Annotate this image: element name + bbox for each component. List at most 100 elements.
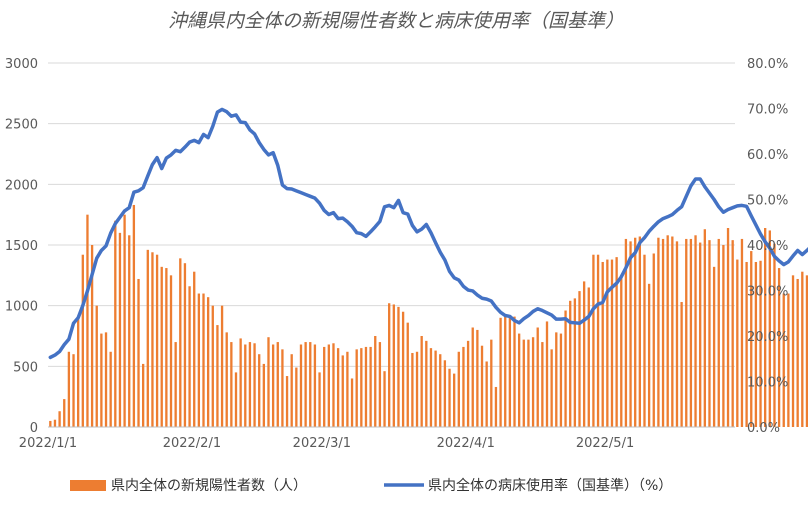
bar <box>369 346 372 427</box>
x-tick-label: 2022/5/1 <box>576 436 634 451</box>
bar <box>383 371 386 427</box>
bar <box>624 238 628 427</box>
bar <box>782 293 785 427</box>
right-y-tick-label: 30.0% <box>747 285 788 300</box>
bar <box>522 339 525 427</box>
bar <box>104 332 108 427</box>
left-y-tick-label: 3000 <box>5 57 38 72</box>
right-y-tick-label: 70.0% <box>747 103 788 118</box>
bar <box>499 317 502 427</box>
bar <box>615 257 618 427</box>
left-y-tick-label: 1500 <box>5 239 38 254</box>
bar <box>555 332 558 427</box>
bar <box>545 321 549 427</box>
bar <box>564 310 567 427</box>
bar <box>109 351 112 427</box>
bar <box>699 242 702 427</box>
bar <box>731 240 734 427</box>
bar <box>155 254 159 427</box>
bar <box>128 235 131 427</box>
bar <box>745 261 748 427</box>
bar <box>485 361 488 427</box>
bar <box>582 281 586 427</box>
bar <box>295 367 298 427</box>
bar <box>671 236 674 427</box>
bar <box>290 354 293 427</box>
bar <box>188 286 191 427</box>
bar <box>448 368 451 427</box>
bar <box>601 261 604 427</box>
bar <box>67 351 71 427</box>
bar <box>773 243 776 427</box>
bar <box>453 373 456 427</box>
bar <box>768 230 771 427</box>
bar <box>151 252 154 427</box>
bar <box>95 305 98 427</box>
bar <box>360 348 363 427</box>
bar-series <box>49 204 808 427</box>
bar <box>253 343 256 427</box>
bar <box>791 275 795 427</box>
bar <box>401 311 405 427</box>
bar <box>801 271 804 427</box>
x-tick-label: 2022/1/1 <box>19 436 77 451</box>
left-y-tick-label: 0 <box>30 421 38 436</box>
bar <box>211 305 214 427</box>
bar <box>53 419 57 427</box>
bar <box>230 342 233 427</box>
bar <box>327 344 330 427</box>
bar <box>197 293 201 427</box>
bar <box>406 322 409 427</box>
bar <box>439 354 442 427</box>
bar <box>620 275 623 427</box>
bar <box>647 283 651 427</box>
bar <box>141 363 145 427</box>
bar <box>100 333 103 427</box>
bar <box>643 254 646 427</box>
bar <box>63 399 66 427</box>
bar <box>248 342 252 427</box>
bar <box>578 291 581 427</box>
bar <box>174 342 177 427</box>
bar <box>392 304 395 427</box>
bar <box>629 241 632 427</box>
bar <box>429 348 433 427</box>
bar <box>332 343 335 427</box>
bar <box>239 338 242 427</box>
bar <box>787 293 790 427</box>
legend: 県内全体の新規陽性者数（人） 県内全体の病床使用率（国基準）（%） <box>70 477 672 494</box>
right-y-tick-label: 10.0% <box>747 376 788 391</box>
bar <box>504 314 507 427</box>
bar <box>415 351 419 427</box>
bar <box>476 329 479 427</box>
bar <box>462 346 465 427</box>
bar <box>754 261 758 427</box>
bar <box>457 351 460 427</box>
bar <box>341 355 344 427</box>
x-tick-label: 2022/3/1 <box>293 436 351 451</box>
bar <box>796 278 799 427</box>
bar <box>49 420 52 427</box>
bar <box>244 344 247 427</box>
bar <box>652 253 655 427</box>
bar <box>708 240 711 427</box>
bar <box>355 349 358 427</box>
bar <box>471 327 474 427</box>
bar <box>267 337 270 427</box>
bar <box>726 228 730 427</box>
bar <box>638 236 642 427</box>
bar <box>703 229 706 427</box>
bar <box>657 237 660 427</box>
bar <box>276 342 279 427</box>
bar <box>541 342 544 427</box>
bar <box>160 266 163 427</box>
bar <box>425 340 428 427</box>
bar <box>592 254 595 427</box>
bar <box>587 287 590 427</box>
bar <box>397 306 400 427</box>
bar <box>573 298 577 427</box>
bar <box>86 214 89 427</box>
x-tick-label: 2022/4/1 <box>437 436 495 451</box>
bar <box>132 204 136 427</box>
bar <box>517 333 521 427</box>
